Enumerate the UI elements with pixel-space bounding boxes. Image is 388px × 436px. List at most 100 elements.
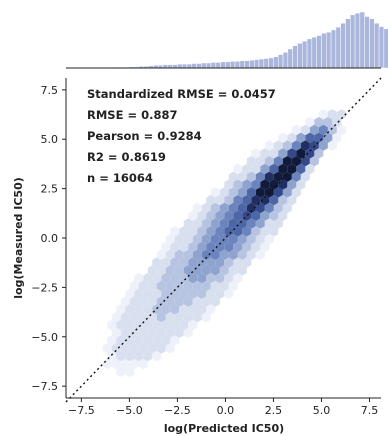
hexbin-cell <box>134 319 144 331</box>
hexbin-cell <box>165 343 175 354</box>
hexbin-cell <box>233 273 243 284</box>
hexbin-cell <box>143 335 153 346</box>
hexbin-cell <box>215 195 225 206</box>
hexbin-cell <box>224 210 234 221</box>
hexbin-cell <box>125 351 135 362</box>
histogram-bar <box>205 62 212 69</box>
hexbin-cell <box>206 288 216 299</box>
histogram-bar <box>210 62 217 69</box>
hexbin-cell <box>260 241 270 253</box>
histogram-bar <box>369 18 375 69</box>
hexbin-cell <box>219 249 229 260</box>
x-tick-label: 2.5 <box>265 404 283 417</box>
histogram-bar <box>359 11 365 69</box>
histogram-bar <box>239 60 245 69</box>
hexbin-cell <box>188 257 198 268</box>
hexbin-cell <box>138 296 148 307</box>
stat-rmse: RMSE = 0.887 <box>87 108 177 122</box>
hexbin-cell <box>278 195 288 206</box>
hexbin-cell <box>183 280 193 292</box>
histogram-bar <box>273 56 279 69</box>
hexbin-cell <box>273 202 283 214</box>
hexbin-cell <box>192 265 202 276</box>
hexbin-cell <box>237 249 247 260</box>
hexbin-cell <box>183 234 193 245</box>
hexbin-cell <box>215 288 225 299</box>
hexbin-cell <box>179 288 189 299</box>
hexbin-cell <box>210 249 220 260</box>
histogram-bar <box>378 26 385 69</box>
hexbin-cell <box>192 218 202 229</box>
hexbin-cell <box>188 288 198 299</box>
hexbin-cell <box>219 202 229 214</box>
hexbin-cell <box>282 156 292 167</box>
hexbin-cell <box>269 179 279 190</box>
histogram-bar <box>186 63 193 69</box>
hexbin-cell <box>246 234 256 245</box>
hexbin-cell <box>219 265 229 276</box>
hexbin-cell <box>260 148 270 159</box>
hexbin-cell <box>282 187 292 198</box>
hexbin-cell <box>116 351 126 362</box>
hexbin-cell <box>264 171 274 182</box>
hexbin-cell <box>269 148 279 159</box>
y-tick-label: −2.5 <box>31 281 58 294</box>
hexbin-cell <box>246 171 256 182</box>
hexbin-cell <box>251 179 261 190</box>
histogram-bar <box>220 61 226 69</box>
histogram-bar <box>287 48 293 69</box>
histogram-bar <box>258 58 265 69</box>
hexbin-cell <box>134 335 144 346</box>
histogram-bar <box>215 62 221 69</box>
hexbin-cell <box>219 218 229 229</box>
hexbin-cell <box>228 265 238 276</box>
hexbin-cell <box>237 234 247 245</box>
hexbin-cell <box>282 202 292 214</box>
hexbin-cell <box>264 218 274 229</box>
hexbin-cell <box>165 265 175 276</box>
hexbin-cell <box>224 241 234 253</box>
histogram-bar <box>383 28 388 69</box>
hexbin-cell <box>174 312 184 323</box>
hexbin-cell <box>287 195 297 206</box>
histogram-bar <box>196 63 202 69</box>
histogram-bar <box>340 22 346 69</box>
histogram-bar <box>162 64 169 69</box>
hexbin-cell <box>179 319 189 331</box>
histogram-bar <box>302 40 308 69</box>
hexbin-cell <box>156 265 166 276</box>
hexbin-cell <box>224 195 234 206</box>
hexbin-cell <box>170 226 180 237</box>
hexbin-cell <box>174 249 184 260</box>
hexbin-cell <box>125 366 135 377</box>
hexbin-cell <box>206 195 216 206</box>
hexbin-cell <box>183 249 193 260</box>
hexbin-cell <box>210 265 220 276</box>
hexbin-cell <box>251 226 261 237</box>
hexbin-cell <box>183 327 193 338</box>
hexbin-cell <box>161 304 171 315</box>
hexbin-cell <box>264 140 274 151</box>
hexbin-cell <box>206 273 216 284</box>
hexbin-cell <box>201 265 211 276</box>
hexbin-cell <box>327 124 337 136</box>
hexbin-cell <box>201 296 211 307</box>
histogram-bar <box>229 61 236 69</box>
hexbin-cell <box>242 163 252 175</box>
hexbin-cell <box>224 288 234 299</box>
hexbin-cell <box>201 218 211 229</box>
hexbin-cell <box>224 226 234 237</box>
histogram-bar <box>191 63 197 69</box>
hexbin-cell <box>305 148 315 159</box>
hexbin-cell <box>327 109 337 120</box>
hexbin-cell <box>278 210 288 221</box>
hexbin-cell <box>161 273 171 284</box>
stat-r2: R2 = 0.8619 <box>87 150 166 164</box>
histogram-bar <box>292 45 298 69</box>
identity-reference-line <box>65 77 382 403</box>
stat-n: n = 16064 <box>87 171 153 185</box>
hexbin-cell <box>255 171 265 182</box>
hexbin-cell <box>156 327 166 338</box>
hexbin-cell <box>165 234 175 245</box>
hexbin-cell <box>219 187 229 198</box>
